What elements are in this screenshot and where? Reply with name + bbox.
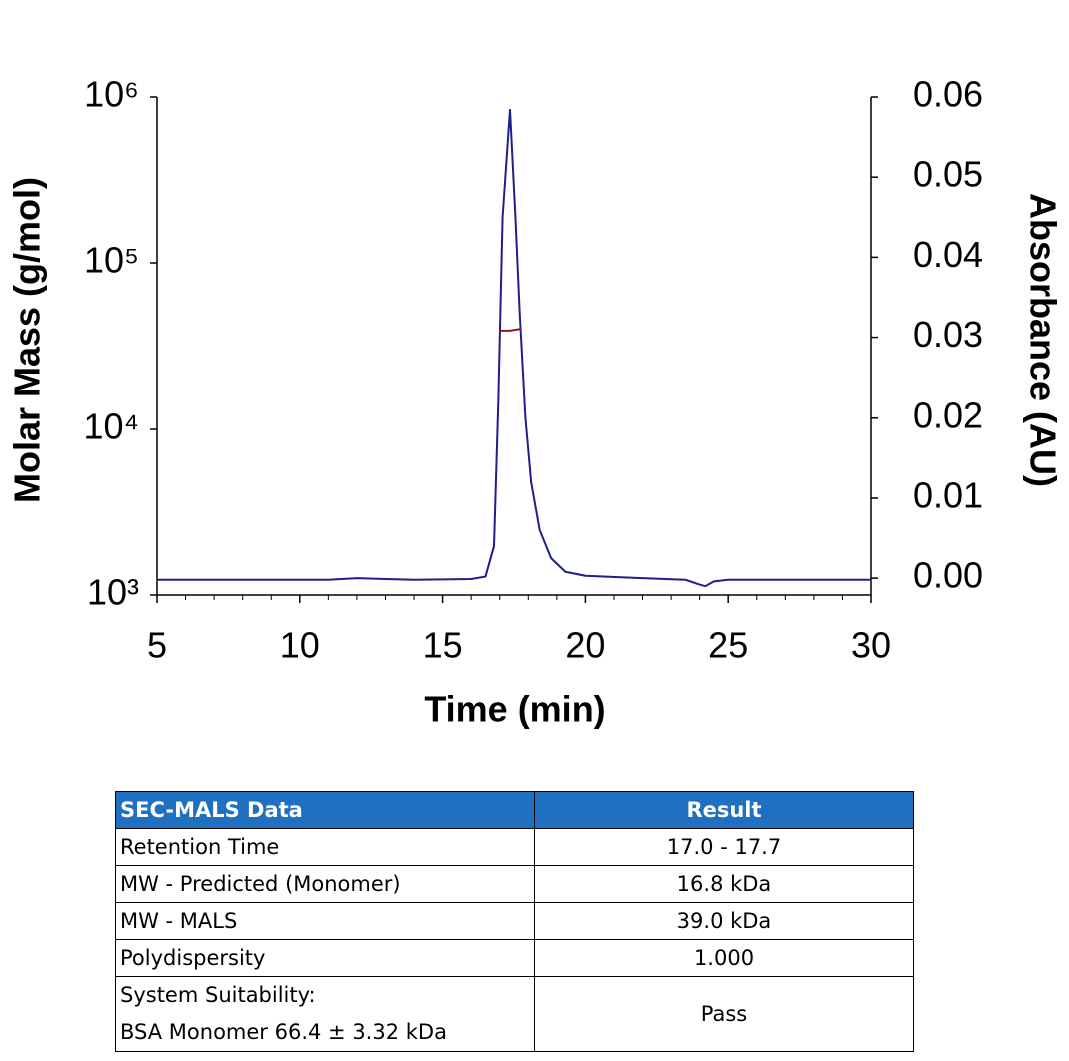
cell-line: System Suitability: [120,983,316,1007]
table-cell: Retention Time [115,828,535,866]
table-cell: 17.0 - 17.7 [534,828,914,866]
table-cell: MW - MALS [115,902,535,940]
results-table: SEC-MALS Data Result Retention Time 17.0 … [115,791,914,1052]
table-row: MW - MALS 39.0 kDa [115,902,914,940]
y2-tick-label: 0.06 [913,74,983,115]
cell-line: BSA Monomer 66.4 ± 3.32 kDa [120,1020,447,1044]
y2-tick-label: 0.05 [913,154,983,195]
table-row: System Suitability: BSA Monomer 66.4 ± 3.… [115,976,914,1052]
y2-tick-label: 0.01 [913,474,983,515]
y2-tick-label: 0.04 [913,234,983,275]
x-tick-label: 20 [565,625,605,666]
x-tick-label: 25 [708,625,748,666]
table-row: MW - Predicted (Monomer) 16.8 kDa [115,865,914,903]
x-tick-label: 30 [851,625,891,666]
table-row: Polydispersity 1.000 [115,939,914,977]
x-tick-label: 15 [423,625,463,666]
table-cell: Polydispersity [115,939,535,977]
y2-axis-label: Absorbance (AU) [1022,193,1063,487]
chart: Time (min) Molar Mass (g/mol) Absorbance… [7,74,1064,730]
y-tick-label: 10⁵ [84,240,139,281]
table-header: SEC-MALS Data [115,791,535,829]
x-tick-label: 10 [280,625,320,666]
y-axis-label: Molar Mass (g/mol) [7,177,48,503]
table-cell: 16.8 kDa [534,865,914,903]
x-axis-label: Time (min) [424,689,605,730]
data-line [157,108,871,588]
table-cell: Pass [534,976,914,1052]
y-tick-label: 10⁶ [84,74,139,115]
y2-tick-label: 0.02 [913,394,983,435]
table-cell: 39.0 kDa [534,902,914,940]
data-line [499,328,522,332]
y2-tick-label: 0.03 [913,314,983,355]
x-tick-label: 5 [147,625,167,666]
y2-tick-label: 0.00 [913,555,983,596]
y-tick-label: 10³ [87,572,139,613]
table-cell: MW - Predicted (Monomer) [115,865,535,903]
y-tick-label: 10⁴ [83,406,139,447]
table-cell: 1.000 [534,939,914,977]
table-row: Retention Time 17.0 - 17.7 [115,828,914,866]
table-cell: System Suitability: BSA Monomer 66.4 ± 3.… [115,976,535,1052]
table-header: Result [534,791,914,829]
